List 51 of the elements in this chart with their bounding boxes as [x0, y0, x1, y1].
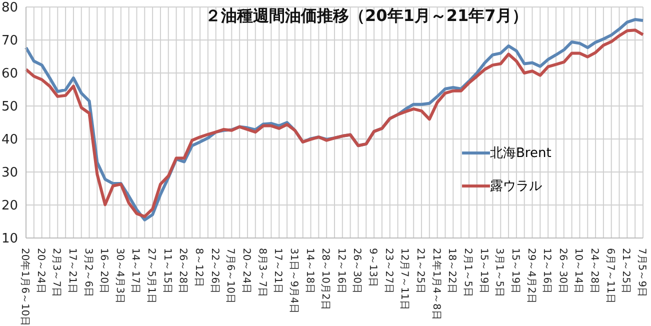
x-tick-label: 12～16日 — [541, 248, 552, 294]
y-tick-label: 70 — [1, 34, 18, 49]
x-tick-label: 26～30日 — [556, 248, 568, 294]
x-tick-label: 21～25日 — [620, 248, 632, 294]
x-tick-label: 23～27日 — [382, 248, 394, 294]
y-tick-label: 40 — [1, 132, 18, 148]
legend-label: 北海Brent — [490, 144, 552, 162]
x-tick-label: 8月3～7日 — [256, 248, 268, 298]
x-tick-label: 26～30日 — [351, 248, 362, 294]
y-tick-label: 50 — [1, 100, 18, 115]
x-tick-label: 3月1～5日 — [494, 248, 505, 298]
x-tick-label: 10～14日 — [572, 248, 584, 294]
x-tick-label: 17～21日 — [272, 248, 284, 294]
x-tick-label: 20～24日 — [240, 248, 252, 294]
x-tick-label: 9～13日 — [367, 248, 378, 288]
x-tick-label: 20～24日 — [34, 248, 46, 294]
x-tick-label: 17～21日 — [66, 248, 78, 294]
x-tick-label: 15～19日 — [478, 248, 489, 294]
x-tick-label: 7月5～9日 — [636, 248, 647, 298]
y-tick-label: 10 — [1, 232, 18, 247]
x-tick-label: 20年1月6～10日 — [19, 248, 31, 326]
y-tick-label: 30 — [1, 166, 18, 181]
x-tick-label: 6月7～11日 — [604, 248, 616, 304]
x-tick-label: 2月1～5日 — [462, 248, 473, 298]
x-tick-label: 22～26日 — [208, 248, 220, 294]
x-tick-label: 7月6～10日 — [224, 248, 236, 304]
y-tick-label: 80 — [1, 0, 18, 16]
chart-title: ２油種週間油価推移（20年1月～21年7月） — [205, 6, 528, 27]
x-tick-label: 14～18日 — [304, 248, 315, 294]
x-tick-label: 21～25日 — [414, 248, 426, 294]
x-tick-label: 8～12日 — [193, 248, 204, 288]
x-tick-label: 30～4月3日 — [114, 248, 125, 304]
x-tick-label: 2月3～7日 — [50, 248, 62, 298]
x-tick-label: 21年1月4～8日 — [430, 248, 442, 320]
x-tick-label: 28～10月2日 — [320, 248, 331, 310]
x-tick-label: 12月7～11日 — [398, 248, 410, 310]
x-tick-label: 31日～9月4日 — [288, 248, 299, 314]
x-tick-label: 27～5月1日 — [146, 248, 157, 304]
x-tick-label: 3月2～6日 — [82, 248, 94, 298]
x-tick-label: 24～28日 — [588, 248, 600, 294]
y-tick-label: 20 — [1, 198, 18, 214]
y-tick-label: 60 — [1, 66, 18, 82]
legend-label: 露ウラル — [490, 178, 542, 194]
x-tick-label: 14～17日 — [130, 248, 141, 294]
x-tick-label: 29～4月2日 — [525, 248, 536, 304]
x-tick-label: 26～28日 — [177, 248, 188, 294]
x-tick-label: 18～22日 — [446, 248, 458, 294]
x-tick-label: 12～16日 — [335, 248, 346, 294]
x-tick-label: 15～19日 — [509, 248, 520, 294]
x-tick-label: 11～15日 — [161, 248, 172, 294]
x-tick-label: 16～20日 — [98, 248, 110, 294]
